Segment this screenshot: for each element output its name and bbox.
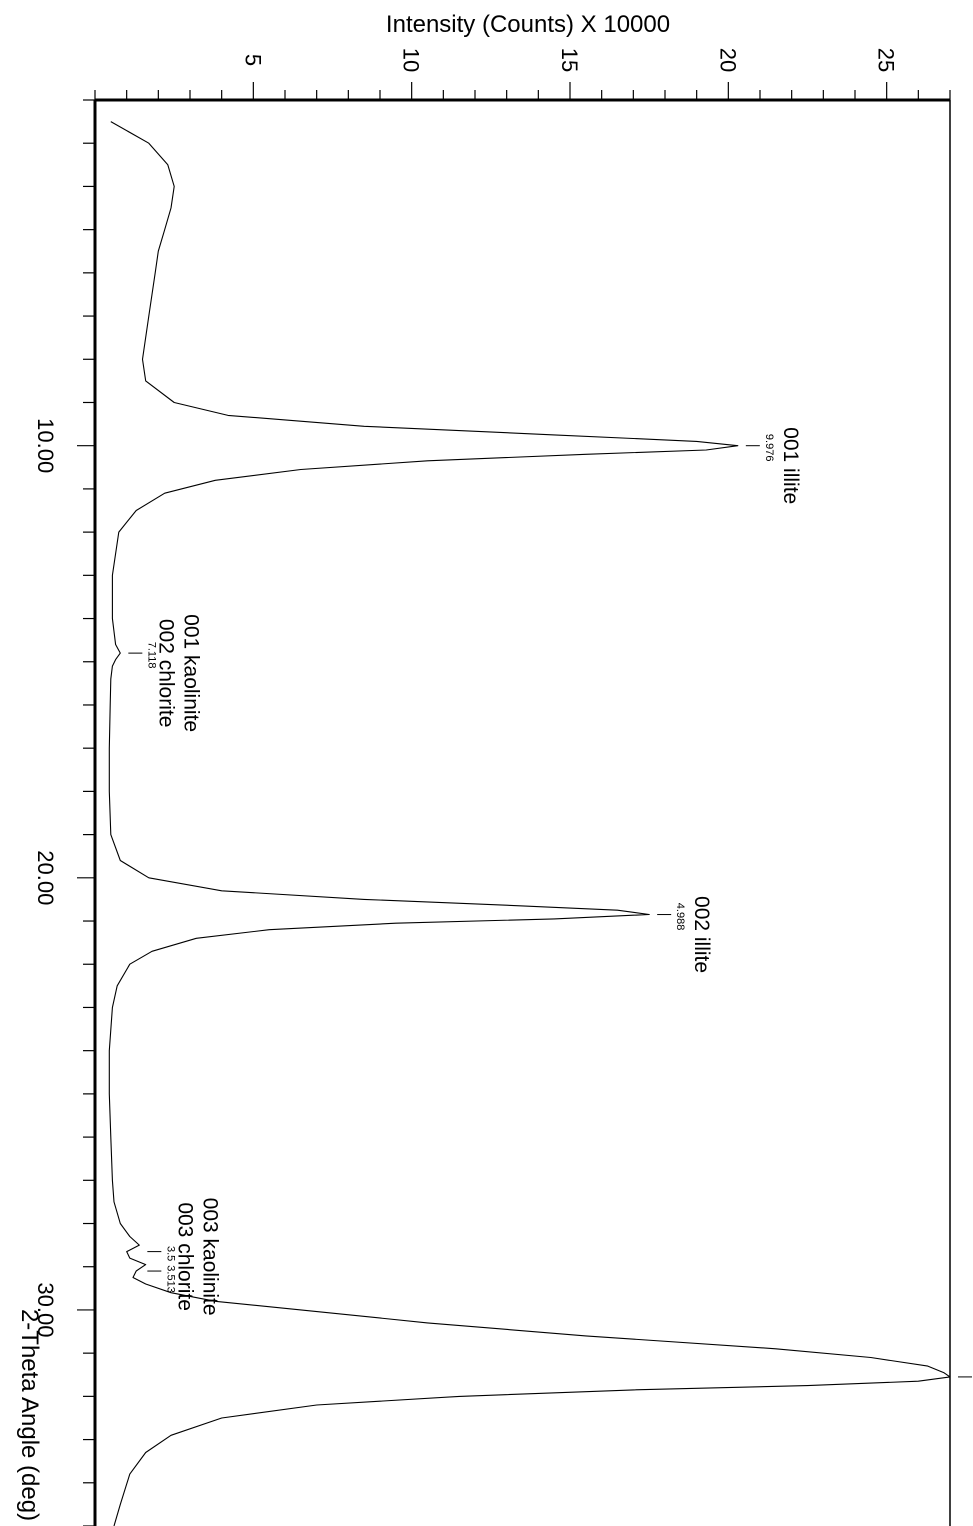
two-theta-tick-label: 10.00 [33,418,58,473]
intensity-tick-label: 10 [399,48,424,72]
intensity-tick-label: 20 [715,48,740,72]
peak-label: 002 chlorite [154,619,177,728]
peak-label: 003 chlorite [173,1202,196,1311]
peak-d-spacing: 9.976 [763,434,775,462]
series-layer [109,122,950,1526]
y-axis-title: Intensity (Counts) X 10000 [386,11,670,38]
diffraction-pattern-line [109,122,950,1526]
intensity-tick-label: 25 [874,48,899,72]
peak-label: 001 kaolinite [179,614,202,732]
intensity-tick-label: 15 [557,48,582,72]
peak-label: 001 illite [779,427,802,504]
intensity-tick-label: 5 [240,54,265,66]
x-axis-title: 2-Theta Angle (deg) [16,1309,43,1521]
peak-d-spacing: 4.988 [674,903,686,931]
two-theta-tick-label: 20.00 [33,850,58,905]
intensity-axis-ticks: 5 10 15 20 25 [95,48,950,100]
peak-label: 003 kaolinite [198,1198,221,1316]
plot-frame [95,100,950,1526]
peak-label: 002 illite [690,896,713,973]
